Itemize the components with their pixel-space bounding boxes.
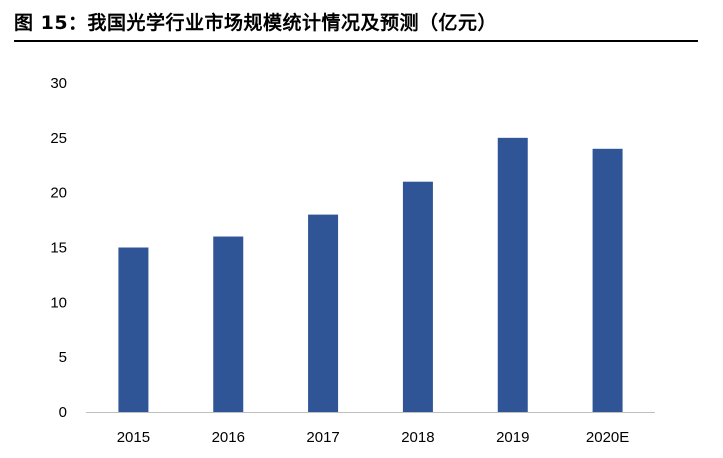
title-rule [14,40,698,42]
x-tick-label: 2015 [117,429,150,446]
x-tick-label: 2018 [401,429,434,446]
x-tick-label: 2017 [306,429,339,446]
bar-2016 [213,236,244,412]
y-tick-label: 10 [50,294,67,311]
bar-2019 [497,137,528,413]
bar-2015 [118,247,149,412]
y-tick-label: 25 [50,130,67,147]
y-tick-label: 30 [50,75,67,92]
y-tick-label: 20 [50,185,67,202]
x-tick-label: 2020E [586,429,629,446]
y-tick-label: 15 [50,240,67,257]
bar-2018 [402,181,433,412]
x-tick-label: 2016 [212,429,245,446]
bar-2020E [592,148,623,413]
figure-title: 图 15：我国光学行业市场规模统计情况及预测（亿元） [14,12,498,34]
y-tick-label: 0 [59,404,67,421]
x-axis-ticks: 2015 2016 2017 2018 2019 2020E [117,429,630,446]
y-axis-ticks: 0 5 10 15 20 25 30 [50,75,67,421]
x-tick-label: 2019 [496,429,529,446]
bar-2017 [308,214,339,412]
y-tick-label: 5 [59,349,67,366]
bars [118,137,623,413]
